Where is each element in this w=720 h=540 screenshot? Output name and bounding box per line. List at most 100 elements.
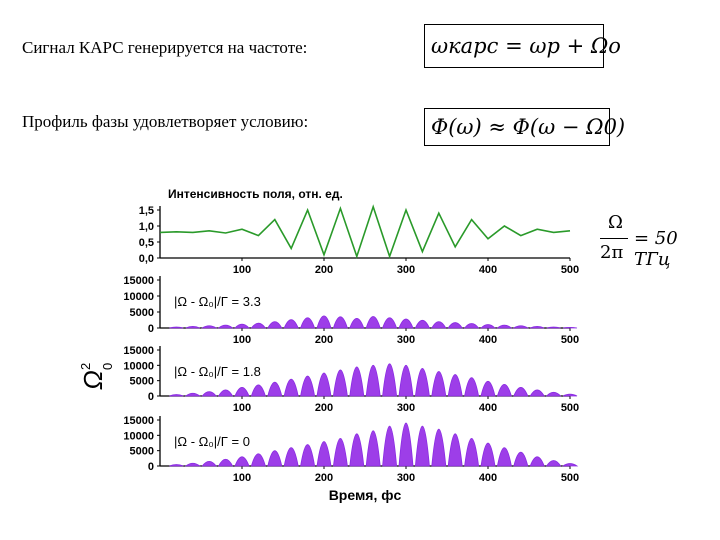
x-tick-label: 300 [397, 402, 415, 414]
x-tick-label: 500 [561, 472, 579, 484]
x-tick-label: 400 [479, 472, 497, 484]
peak [201, 391, 218, 397]
peak [283, 319, 299, 329]
y-tick-label: 15000 [123, 345, 154, 357]
formula-box-phase: Φ(ω) ≈ Φ(ω − Ω0) [424, 108, 625, 146]
peak [513, 387, 529, 397]
formula-phase: Φ(ω) ≈ Φ(ω − Ω0) [431, 115, 626, 139]
peak [169, 394, 184, 397]
peak [365, 316, 381, 329]
x-axis-label: Время, фс [329, 487, 402, 503]
y-tick-label: 0 [148, 391, 154, 403]
peak [496, 383, 512, 397]
peak [332, 369, 348, 397]
peak [480, 380, 496, 397]
peak [562, 393, 578, 397]
peak [316, 372, 332, 397]
x-tick-label: 400 [479, 402, 497, 414]
peak [464, 377, 480, 397]
peak [545, 391, 562, 397]
peak [480, 442, 496, 467]
x-tick-label: 100 [233, 402, 251, 414]
peak [201, 460, 218, 467]
peak [217, 458, 234, 467]
peak [398, 318, 414, 329]
x-tick-label: 500 [561, 264, 579, 276]
peak [250, 322, 267, 329]
peak [234, 323, 250, 329]
annotation: |Ω - Ω₀|/Γ = 3.3 [174, 294, 261, 309]
peak [267, 381, 283, 397]
x-tick-label: 100 [233, 334, 251, 346]
peak [332, 316, 348, 329]
peak [562, 326, 578, 329]
x-tick-label: 500 [561, 402, 579, 414]
peak [382, 425, 398, 467]
y-tick-label: 0 [148, 461, 154, 473]
y-axis-label: Ω02 [78, 363, 115, 390]
formula-denominator: 2π [600, 242, 624, 263]
x-tick-label: 200 [315, 264, 333, 276]
peak [529, 456, 545, 467]
peak [480, 324, 496, 329]
peak [431, 321, 447, 329]
peak [300, 375, 316, 397]
peak [234, 387, 250, 397]
peak [332, 437, 348, 467]
peak [200, 325, 218, 329]
peak [496, 324, 513, 329]
x-tick-label: 400 [479, 264, 497, 276]
series-line [159, 204, 571, 259]
ylabel-symbol: Ω [78, 370, 108, 390]
formula-rhs: = 50 ТГц [634, 228, 678, 270]
x-tick-label: 300 [397, 264, 415, 276]
peak [349, 366, 365, 397]
peak [414, 367, 430, 397]
formula-cars: ωкарс = ωp + Ωo [431, 34, 621, 58]
x-tick-label: 200 [315, 334, 333, 346]
peak [382, 317, 398, 329]
y-tick-label: 15000 [123, 275, 154, 287]
peak [300, 317, 316, 329]
peak [464, 437, 480, 467]
peak [267, 321, 283, 329]
fraction-bar [600, 238, 628, 239]
x-tick-label: 200 [315, 402, 333, 414]
peak [250, 453, 266, 467]
ylabel-sup: 2 [78, 363, 93, 370]
peak [316, 441, 332, 467]
peak [398, 422, 414, 467]
phaseprofile-text: Профиль фазы удовлетворяет условию: [22, 112, 309, 131]
y-tick-label: 10000 [123, 291, 154, 303]
peak [414, 425, 430, 467]
x-tick-label: 100 [233, 472, 251, 484]
peak [530, 325, 545, 329]
peak [431, 371, 447, 397]
peak [496, 447, 512, 467]
y-tick-label: 1,0 [139, 221, 154, 233]
y-tick-label: 0,5 [139, 237, 154, 249]
y-tick-label: 10000 [123, 360, 154, 372]
peak [382, 363, 398, 397]
peak [414, 319, 431, 329]
peak [234, 456, 250, 467]
x-tick-label: 100 [233, 264, 251, 276]
peak [512, 325, 530, 329]
chart-title: Интенсивность поля, отн. ед. [168, 187, 343, 201]
peak [431, 428, 447, 467]
peak [283, 447, 299, 467]
y-tick-label: 5000 [130, 307, 154, 319]
x-tick-label: 300 [397, 472, 415, 484]
peak [365, 364, 381, 397]
y-tick-label: 5000 [130, 446, 154, 458]
peak [267, 450, 283, 467]
peak [447, 433, 463, 467]
peak [217, 389, 234, 397]
peak [349, 317, 365, 329]
peak [169, 464, 184, 467]
ylabel-sub: 0 [100, 363, 115, 370]
y-tick-label: 0,0 [139, 253, 154, 265]
carsfrequency-text: Сигнал КАРС генерируется на частоте: [22, 38, 308, 57]
peak [398, 364, 414, 397]
